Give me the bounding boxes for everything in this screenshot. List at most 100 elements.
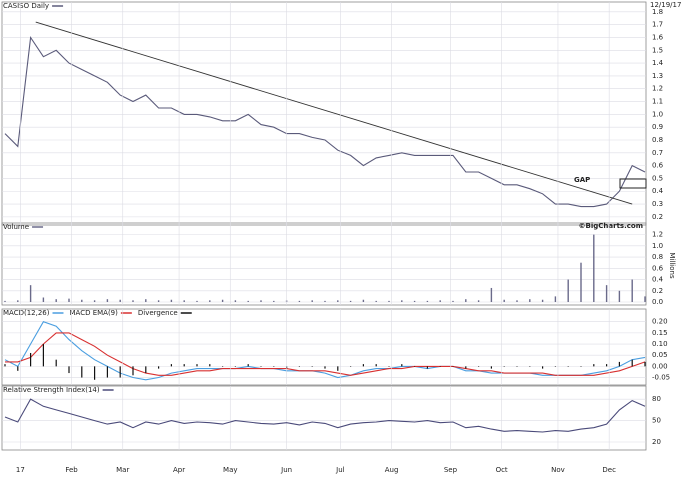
bar [439,366,441,367]
x-tick-label: Nov [551,466,565,474]
y-tick-label: 0.2 [652,213,663,221]
x-tick-label: Feb [65,466,78,474]
bar [145,299,147,302]
date-label: 12/19/17 [650,1,681,9]
bar [388,366,390,367]
y-tick-label: 1.3 [652,72,663,80]
bar [30,352,32,367]
bar [478,366,480,367]
bar [196,364,198,367]
y-tick-label: -0.05 [652,374,670,382]
legend-label: CASISO Daily [3,2,49,10]
y-tick-label: 1.8 [652,8,663,16]
bar [529,299,531,302]
bar [209,300,211,302]
bar [477,300,480,302]
bar [618,290,621,302]
bar [426,300,429,302]
bar [529,366,531,367]
y-tick-label: 0.00 [652,362,668,370]
bar [68,298,70,302]
line [4,321,646,381]
bar [631,359,633,367]
bar [465,366,467,369]
bar [362,364,364,367]
bar [247,364,249,367]
bar [516,300,518,302]
y-tick-label: 1.1 [652,98,663,106]
y-tick-label: 50 [652,417,661,425]
legend-label: Divergence [138,309,178,317]
x-tick-label: 17 [16,466,25,474]
bar [298,300,301,302]
bar [132,366,134,376]
bar [55,299,57,302]
bar [247,300,249,302]
bar [554,296,557,302]
y-tick-label: 0.4 [652,187,664,195]
y-axis-label: Millions [668,252,676,279]
bar [93,300,96,302]
bar [324,366,326,369]
y-tick-label: 1.2 [652,85,663,93]
bar [260,300,262,302]
bar [273,366,275,367]
bar [593,364,595,367]
y-tick-label: 0.20 [652,318,668,326]
y-tick-label: 0.05 [652,351,668,359]
y-tick-label: 0.15 [652,329,668,337]
annotation: GAP [574,176,590,184]
bar [503,299,505,302]
y-tick-label: 1.0 [652,242,663,250]
bar [541,299,544,302]
bar [605,285,608,302]
legend-label: MACD EMA(9) [69,309,118,317]
y-tick-label: 0.6 [652,162,664,170]
bar [260,366,262,367]
trendline [35,21,633,205]
y-tick-label: 0.0 [652,298,663,306]
bar [29,285,32,302]
bar [516,366,518,367]
bar [567,279,569,302]
bar [81,366,83,378]
bar [593,234,595,302]
bar [55,359,57,367]
bar [490,366,492,369]
y-tick-label: 0.8 [652,253,663,261]
gap-box [619,178,647,189]
bar [631,279,633,302]
y-tick-label: 0.6 [652,264,664,272]
y-tick-label: 1.2 [652,231,663,239]
bar [503,366,505,367]
bar [324,300,326,302]
bar [401,300,403,302]
bar [119,366,121,378]
bar [362,299,365,302]
bar [209,364,211,367]
bar [157,300,160,302]
bar [311,300,313,302]
bar [94,366,96,380]
line [4,398,646,433]
x-tick-label: Aug [385,466,399,474]
bar [426,366,428,369]
bar [119,299,121,302]
legend-label: MACD(12,26) [3,309,50,317]
bar [311,366,313,367]
bar [42,297,45,302]
y-tick-label: 1.6 [652,33,664,41]
bar [234,366,236,367]
bar [349,300,352,302]
bar [644,361,646,367]
bar [68,366,70,374]
bar [17,300,19,302]
y-tick-label: 0.8 [652,136,663,144]
bar [170,299,173,302]
x-tick-label: Dec [602,466,616,474]
bar [196,300,198,302]
y-tick-label: 0.3 [652,200,663,208]
bar [183,300,185,302]
